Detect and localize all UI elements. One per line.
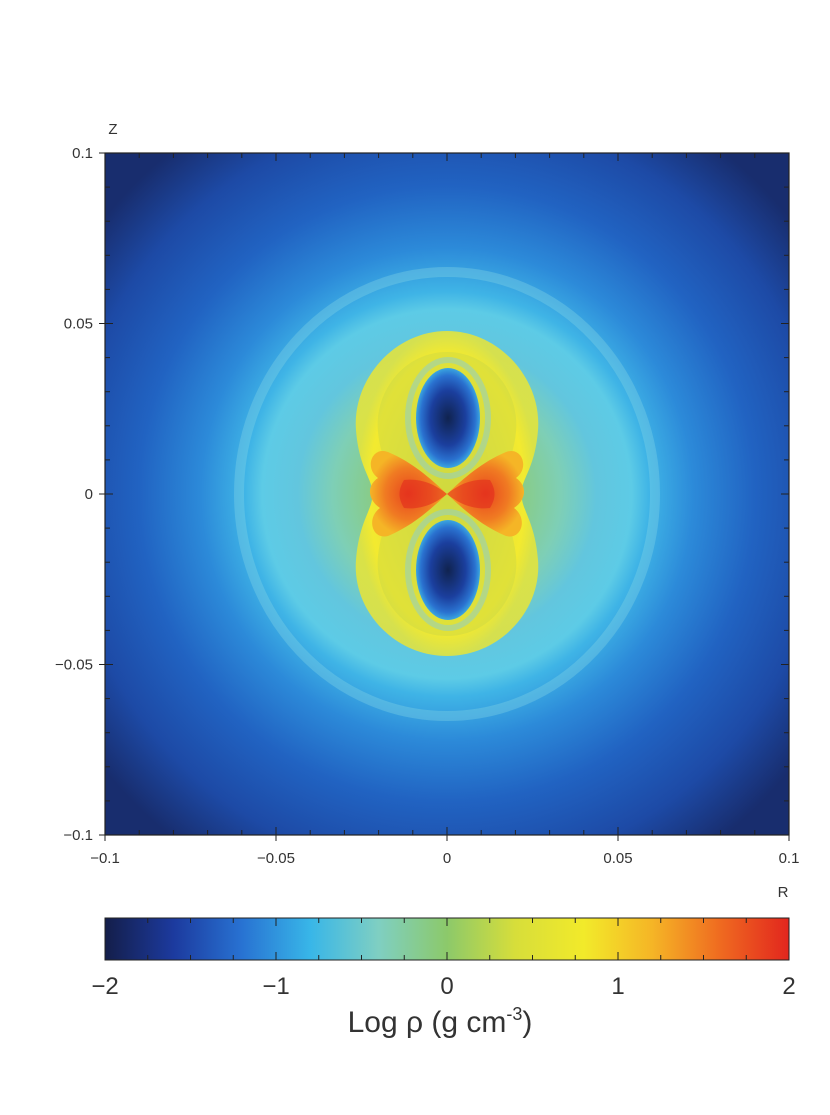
y-tick-label: 0.1	[72, 145, 93, 162]
x-tick-label: 0.05	[603, 850, 632, 867]
colorbar-label-main: Log ρ (g cm	[348, 1006, 507, 1039]
r-axis-label: R	[778, 884, 789, 901]
y-tick-label: 0.05	[64, 316, 93, 333]
y-tick-label: −0.05	[55, 657, 93, 674]
x-tick-label: 0.1	[779, 850, 800, 867]
colorbar-tick-label: 1	[611, 973, 624, 1000]
dense-lobes	[355, 331, 539, 656]
axis-ticks: −0.1 −0.05 0 0.05 0.1 0.1 0.05 0 −0.05 −0.1	[55, 145, 799, 867]
x-tick-label: 0	[443, 850, 451, 867]
z-axis-label: Z	[108, 121, 117, 138]
y-tick-label: −0.1	[63, 827, 93, 844]
colorbar-tick-label: −1	[262, 973, 289, 1000]
colorbar-label: Log ρ (g cm-3)	[348, 1004, 533, 1039]
x-tick-label: −0.05	[257, 850, 295, 867]
colorbar-ticks: −2 −1 0 1 2	[91, 918, 796, 1000]
colorbar-tick-label: 0	[440, 973, 453, 1000]
x-tick-label: −0.1	[90, 850, 120, 867]
colorbar-tick-label: −2	[91, 973, 118, 1000]
lower-cavity-halo	[405, 509, 491, 631]
density-heatmap	[105, 153, 789, 835]
jet-core	[399, 479, 495, 509]
lower-cavity	[416, 520, 480, 620]
y-tick-label: 0	[85, 486, 93, 503]
colorbar-label-suffix: )	[522, 1006, 532, 1039]
upper-cavity	[416, 368, 480, 468]
colorbar-label-exponent: -3	[506, 1004, 522, 1024]
upper-cavity-halo	[405, 357, 491, 479]
shell-ring	[234, 267, 660, 721]
colorbar-tick-label: 2	[782, 973, 795, 1000]
